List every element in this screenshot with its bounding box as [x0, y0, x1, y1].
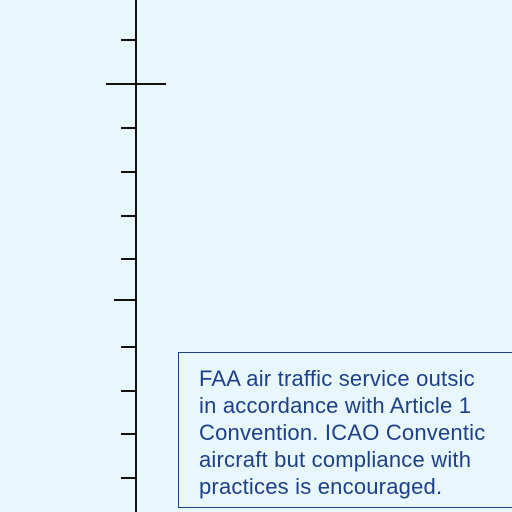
airspace-note-text: FAA air traffic service outsic in accord… — [199, 365, 512, 500]
note-line-4: aircraft but compliance with — [199, 447, 472, 472]
note-line-3: Convention. ICAO Conventic — [199, 420, 486, 445]
note-line-2: in accordance with Article 1 — [199, 393, 472, 418]
airspace-note-box: FAA air traffic service outsic in accord… — [178, 352, 512, 508]
note-line-1: FAA air traffic service outsic — [199, 366, 475, 391]
note-line-5: practices is encouraged. — [199, 474, 443, 499]
